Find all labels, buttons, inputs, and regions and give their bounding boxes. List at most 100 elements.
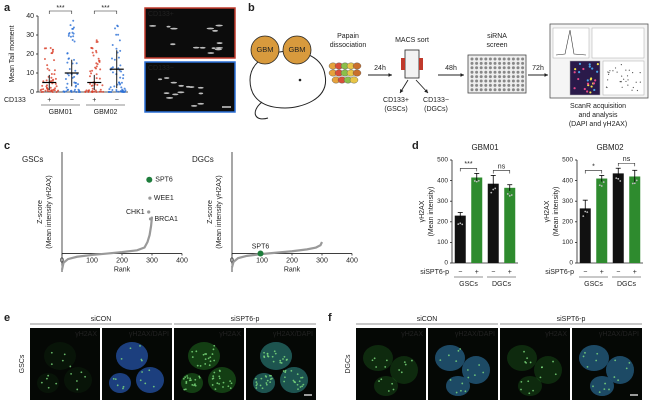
well: [488, 88, 492, 92]
cell-dot: [45, 47, 48, 50]
foci: [212, 375, 215, 378]
y-tick-label: 200: [437, 219, 448, 226]
foci: [230, 382, 233, 385]
spot: [577, 77, 580, 81]
cell-dot: [113, 85, 116, 88]
y-tick-label: 300: [437, 198, 448, 205]
comet: [170, 43, 176, 46]
foci: [139, 345, 141, 347]
foci: [255, 384, 258, 387]
cell-dot: [98, 59, 101, 62]
well: [484, 66, 488, 70]
foci: [222, 386, 224, 388]
foci: [218, 375, 221, 378]
cell-dot: [122, 77, 125, 80]
well: [498, 61, 502, 65]
spot: [592, 82, 596, 85]
spot: [573, 87, 576, 90]
tumor: [282, 35, 312, 65]
cell-dot: [111, 44, 114, 47]
well: [502, 88, 506, 92]
foci: [229, 387, 232, 390]
y-axis-label: Z-score: [207, 200, 214, 224]
replicate-dot: [602, 181, 605, 183]
cell-dot: [95, 39, 98, 42]
sign: +: [633, 269, 637, 276]
cell-dot: [95, 90, 98, 93]
well: [493, 61, 497, 65]
nucleus-signal: [606, 356, 634, 384]
well: [488, 66, 492, 70]
nucleus-signal: [208, 367, 236, 393]
well: [507, 57, 511, 61]
spot: [578, 71, 581, 74]
replicate-dot: [586, 211, 589, 213]
spot: [573, 71, 576, 74]
nucleus: [590, 376, 614, 396]
significance-bracket: [93, 10, 118, 14]
y-tick-label: 400: [562, 177, 573, 184]
spot: [596, 63, 599, 66]
bar: [487, 183, 499, 263]
comet: [166, 97, 174, 99]
bar: [579, 208, 591, 263]
foci: [461, 382, 464, 385]
cell-dot: [51, 50, 54, 53]
well: [516, 70, 520, 74]
comet: [166, 25, 171, 28]
well: [502, 79, 506, 83]
nucleus: [446, 376, 470, 396]
cell-dot: [46, 67, 49, 70]
well: [470, 61, 474, 65]
foci: [296, 373, 299, 376]
foci: [301, 385, 304, 388]
cell-dot: [84, 90, 87, 93]
foci: [122, 385, 125, 388]
foci: [527, 380, 530, 383]
comet: [170, 81, 178, 84]
foci: [254, 377, 257, 380]
replicate-dot: [492, 188, 495, 191]
group-label: DGCs: [492, 281, 512, 288]
foci: [218, 382, 221, 385]
significance-bracket: [492, 170, 511, 174]
replicate-dot: [617, 177, 620, 180]
nucleus-signal: [374, 376, 398, 396]
sign: +: [508, 269, 512, 276]
foci: [255, 387, 258, 389]
sign: −: [458, 269, 462, 276]
spot: [578, 62, 582, 65]
foci: [398, 369, 401, 371]
cell-dot: [73, 75, 76, 78]
well: [507, 70, 511, 74]
cell-dot: [41, 84, 44, 87]
mouse-tail: [254, 101, 269, 120]
foci: [144, 382, 147, 385]
foci: [270, 374, 272, 377]
x-tick-label: 100: [86, 257, 98, 264]
nucleus-signal: [590, 376, 614, 396]
nucleus-signal: [253, 373, 275, 393]
cell-dot: [44, 89, 47, 92]
hit-point: [257, 250, 264, 257]
cell-dot: [78, 89, 81, 92]
foci: [371, 359, 374, 362]
y-axis-label: (Mean intensity): [553, 187, 560, 237]
condition-label: siCON: [91, 316, 112, 323]
cell-dot: [101, 84, 104, 87]
foci: [112, 377, 115, 380]
well: [470, 57, 474, 61]
step-label: dissociation: [330, 42, 367, 49]
well: [479, 61, 483, 65]
panel-label: b: [248, 2, 255, 14]
comet: [172, 93, 179, 96]
foci: [211, 353, 214, 355]
well: [502, 61, 506, 65]
spot: [574, 67, 577, 71]
cell-dot: [69, 35, 72, 38]
nucleus-signal: [136, 367, 164, 393]
foci: [264, 375, 267, 377]
well: [516, 66, 520, 70]
comet: [207, 52, 215, 54]
spot: [631, 89, 633, 91]
